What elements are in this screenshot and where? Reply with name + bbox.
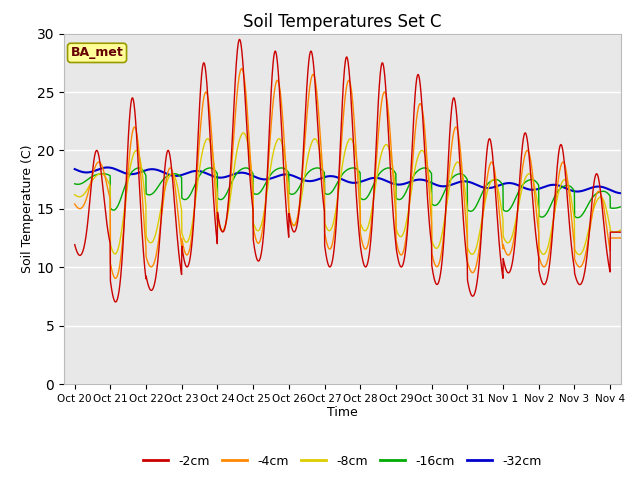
-16cm <box>532 179 540 185</box>
Line: -8cm: -8cm <box>75 133 640 254</box>
-2cm <box>634 229 640 235</box>
-4cm <box>71 201 79 207</box>
-4cm <box>111 276 119 281</box>
Line: -16cm: -16cm <box>75 168 640 217</box>
-32cm <box>104 165 111 170</box>
-32cm <box>71 166 79 172</box>
-2cm <box>236 36 243 42</box>
-32cm <box>128 171 136 177</box>
-2cm <box>533 240 541 246</box>
-8cm <box>252 225 259 231</box>
-8cm <box>575 252 583 257</box>
-16cm <box>128 169 136 175</box>
-16cm <box>251 191 259 197</box>
-16cm <box>395 197 403 203</box>
-4cm <box>565 189 573 195</box>
Text: BA_met: BA_met <box>70 47 124 60</box>
-8cm <box>395 232 403 238</box>
-8cm <box>565 183 573 189</box>
-8cm <box>128 157 136 163</box>
-4cm <box>396 249 403 255</box>
-4cm <box>237 66 245 72</box>
-32cm <box>565 187 573 192</box>
-4cm <box>533 212 541 218</box>
Title: Soil Temperatures Set C: Soil Temperatures Set C <box>243 12 442 31</box>
Line: -4cm: -4cm <box>75 69 640 278</box>
-2cm <box>252 251 259 256</box>
-16cm <box>574 215 582 220</box>
-4cm <box>634 235 640 241</box>
-2cm <box>396 260 403 266</box>
-32cm <box>618 191 626 196</box>
-16cm <box>71 181 79 187</box>
Line: -2cm: -2cm <box>75 39 640 302</box>
-32cm <box>532 187 540 192</box>
-8cm <box>532 193 540 199</box>
-2cm <box>71 242 79 248</box>
Y-axis label: Soil Temperature (C): Soil Temperature (C) <box>21 144 34 273</box>
-4cm <box>128 132 136 137</box>
-16cm <box>278 165 285 171</box>
-32cm <box>395 182 403 188</box>
-32cm <box>252 174 259 180</box>
-2cm <box>565 215 573 221</box>
-8cm <box>634 218 640 224</box>
-2cm <box>128 96 136 101</box>
Legend: -2cm, -4cm, -8cm, -16cm, -32cm: -2cm, -4cm, -8cm, -16cm, -32cm <box>138 450 547 473</box>
-16cm <box>634 200 640 206</box>
-32cm <box>634 186 640 192</box>
-4cm <box>252 235 259 240</box>
-2cm <box>112 299 120 305</box>
-8cm <box>71 192 79 198</box>
X-axis label: Time: Time <box>327 407 358 420</box>
Line: -32cm: -32cm <box>75 168 640 193</box>
-16cm <box>565 183 573 189</box>
-8cm <box>239 130 247 136</box>
